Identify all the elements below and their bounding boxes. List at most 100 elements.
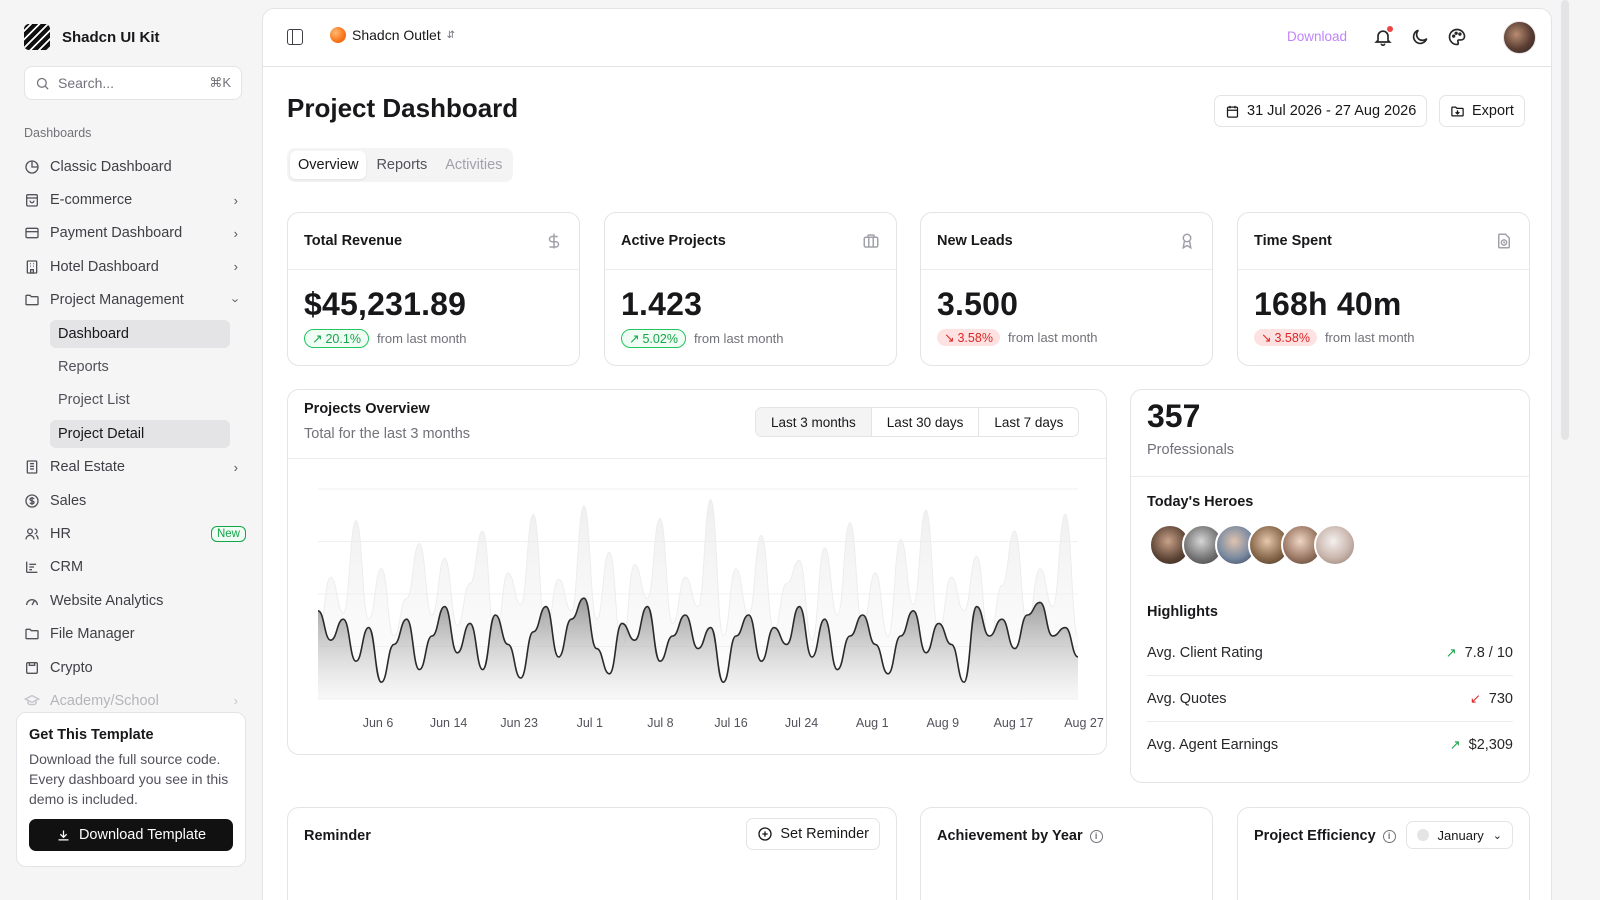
moon-icon[interactable]	[1410, 27, 1430, 47]
change-note: from last month	[693, 331, 784, 346]
sidebar-toggle-icon[interactable]	[287, 29, 303, 45]
x-tick-label: Jun 14	[430, 716, 468, 730]
sidebar-item-website-analytics[interactable]: Website Analytics	[24, 584, 246, 617]
download-template-label: Download Template	[78, 827, 207, 843]
promo-title: Get This Template	[29, 727, 154, 743]
chevron-right-icon: ›	[233, 693, 238, 709]
kpi-value: 168h 40m	[1254, 286, 1402, 322]
brand[interactable]: Shadcn UI Kit	[24, 24, 160, 50]
project-efficiency-card: Project Efficiency i January ⌄	[1237, 807, 1530, 900]
users-icon	[24, 526, 40, 542]
x-tick-label: Jul 16	[714, 716, 747, 730]
highlight-value: 730	[1488, 690, 1513, 707]
tab-overview[interactable]: Overview	[290, 151, 367, 179]
user-avatar[interactable]	[1503, 21, 1536, 54]
sidebar-item-label: Payment Dashboard	[50, 225, 183, 242]
brand-name: Shadcn UI Kit	[62, 28, 160, 46]
download-icon	[58, 830, 69, 840]
range-toggle: Last 3 months Last 30 days Last 7 days	[755, 407, 1080, 437]
reminder-card: Reminder Set Reminder	[287, 807, 897, 900]
gauge-icon	[24, 593, 40, 609]
briefcase-icon	[863, 234, 879, 248]
info-icon[interactable]: i	[1382, 829, 1396, 843]
range-last-30-days[interactable]: Last 30 days	[870, 408, 979, 436]
search-shortcut: ⌘K	[209, 75, 231, 90]
highlights-title: Highlights	[1147, 604, 1218, 620]
page-scrollbar[interactable]	[1561, 0, 1569, 440]
sidebar: Shadcn UI Kit Search... ⌘K Dashboards Cl…	[0, 0, 266, 900]
date-range-picker[interactable]: 31 Jul 2026 - 27 Aug 2026	[1214, 95, 1428, 127]
chart-pie-icon	[24, 159, 40, 175]
change-badge: ↘ 3.58%	[1254, 329, 1317, 346]
info-icon[interactable]: i	[1089, 829, 1103, 843]
tab-activities[interactable]: Activities	[445, 157, 503, 173]
sidebar-item-payment-dashboard[interactable]: Payment Dashboard ›	[24, 217, 246, 250]
store-switcher[interactable]: Shadcn Outlet ⇵	[330, 27, 455, 43]
sidebar-item-ecommerce[interactable]: E-commerce ›	[24, 183, 246, 216]
kpi-title: Time Spent	[1254, 233, 1332, 249]
range-last-7-days[interactable]: Last 7 days	[978, 408, 1078, 436]
palette-icon[interactable]	[1447, 27, 1467, 47]
x-tick-label: Jun 6	[363, 716, 394, 730]
kpi-value: 3.500	[937, 286, 1019, 322]
chart-area: Jun 6 Jun 14 Jun 23 Jul 1 Jul 8 Jul 16 Jul 24 A…	[288, 458, 1106, 754]
sidebar-item-crypto[interactable]: Crypto	[24, 651, 246, 684]
change-badge: ↗ 20.1%	[304, 329, 369, 348]
search-input[interactable]: Search... ⌘K	[24, 66, 242, 100]
download-template-button[interactable]: Download Template	[29, 819, 233, 851]
overview-subtitle: Total for the last 3 months	[304, 426, 471, 442]
sidebar-item-project-management[interactable]: Project Management ›	[24, 284, 246, 317]
sidebar-subitem-dashboard[interactable]: Dashboard	[24, 317, 246, 350]
series-line-0	[317, 498, 1079, 648]
sidebar-subitem-reports[interactable]: Reports	[24, 350, 246, 383]
sidebar-item-label: HR	[50, 525, 71, 542]
sidebar-item-hotel-dashboard[interactable]: Hotel Dashboard ›	[24, 250, 246, 283]
highlight-label: Avg. Quotes	[1147, 690, 1227, 707]
brand-logo-icon	[24, 24, 50, 50]
plus-circle-icon	[758, 827, 773, 841]
professionals-card: 357 Professionals Today's Heroes Highlig…	[1130, 389, 1530, 783]
credit-card-icon	[24, 225, 40, 241]
calendar-icon	[1226, 105, 1239, 118]
search-icon	[36, 77, 49, 90]
achievement-title-text: Achievement by Year	[937, 828, 1083, 844]
heroes-title: Today's Heroes	[1147, 494, 1254, 510]
change-value: 20.1%	[325, 331, 361, 346]
highlight-value: $2,309	[1468, 737, 1513, 753]
set-reminder-button[interactable]: Set Reminder	[746, 818, 880, 850]
trend-up-icon: ↗	[629, 332, 640, 346]
building-icon	[24, 459, 40, 475]
tab-reports[interactable]: Reports	[376, 157, 428, 173]
highlight-value: 7.8 / 10	[1464, 644, 1513, 661]
folder-export-icon	[1451, 106, 1464, 116]
highlight-label: Avg. Client Rating	[1147, 644, 1263, 661]
x-tick-label: Aug 17	[994, 716, 1034, 730]
download-link[interactable]: Download	[1287, 29, 1348, 44]
sidebar-item-file-manager[interactable]: File Manager	[24, 617, 246, 650]
month-select[interactable]: January ⌄	[1405, 821, 1513, 849]
store-name: Shadcn Outlet	[352, 27, 441, 43]
x-tick-label: Jun 23	[500, 716, 538, 730]
reminder-title: Reminder	[304, 828, 371, 844]
sidebar-item-classic-dashboard[interactable]: Classic Dashboard	[24, 150, 246, 183]
chevron-right-icon: ›	[233, 259, 238, 275]
date-range-label: 31 Jul 2026 - 27 Aug 2026	[1247, 103, 1417, 119]
sidebar-item-real-estate[interactable]: Real Estate ›	[24, 451, 246, 484]
sidebar-item-crm[interactable]: CRM	[24, 551, 246, 584]
sidebar-subitem-project-detail[interactable]: Project Detail	[24, 417, 246, 450]
sidebar-item-sales[interactable]: Sales	[24, 484, 246, 517]
sidebar-subitem-project-list[interactable]: Project List	[24, 384, 246, 417]
achievement-title: Achievement by Year i	[937, 828, 1103, 844]
projects-overview-card: Projects Overview Total for the last 3 m…	[287, 389, 1107, 755]
range-last-3-months[interactable]: Last 3 months	[756, 408, 871, 436]
search-placeholder: Search...	[58, 75, 115, 91]
hero-avatar[interactable]	[1314, 524, 1356, 566]
sidebar-item-hr[interactable]: HR New	[24, 517, 246, 550]
sidebar-item-academy-school[interactable]: Academy/School ›	[24, 684, 246, 717]
export-button[interactable]: Export	[1439, 95, 1525, 127]
export-label: Export	[1472, 103, 1514, 119]
page-tabs: Overview Reports Activities	[287, 148, 514, 182]
bell-icon[interactable]	[1373, 26, 1393, 47]
hero-avatar[interactable]	[1281, 524, 1323, 566]
sidebar-item-label: CRM	[50, 559, 84, 576]
